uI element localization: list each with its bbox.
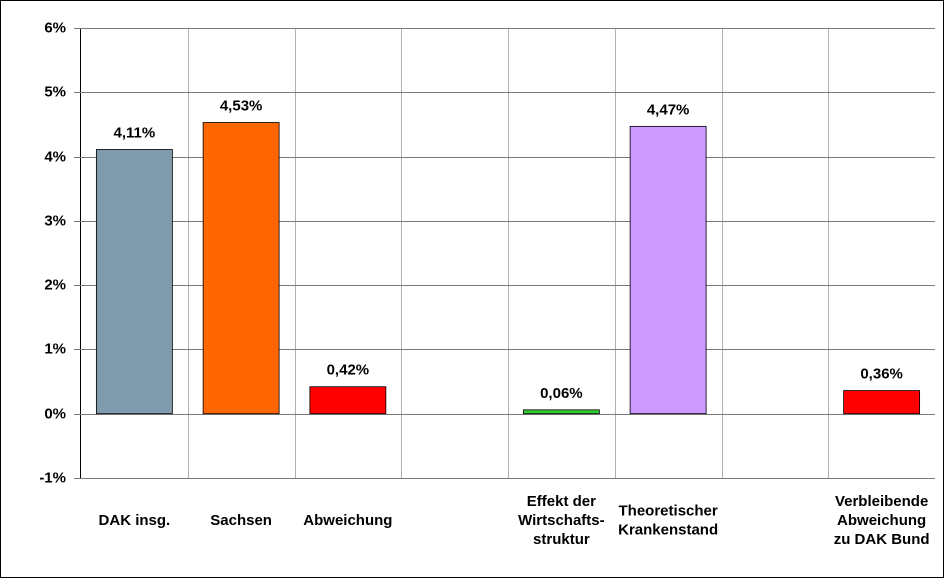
y-tick-label: 1% [44,340,66,357]
x-tick-label: Sachsen [210,512,272,529]
y-tick-label: 5% [44,83,66,100]
y-tick-label: 6% [44,19,66,36]
bar [95,149,173,415]
value-label: 4,11% [114,124,156,141]
y-tick-label: 4% [44,148,66,165]
x-tick-label: DAK insg. [99,512,171,529]
value-label: 0,36% [860,366,903,383]
bar [522,409,600,415]
x-tick-label: Verbleibende Abweichung zu DAK Bund [834,493,930,548]
y-tick-label: -1% [39,469,66,486]
y-tick-label: 2% [44,276,66,293]
value-label: 0,06% [540,385,583,402]
y-tick-label: 3% [44,212,66,229]
x-tick-label: Abweichung [303,512,392,529]
bar [629,125,707,415]
bar [309,386,387,415]
bar [843,390,921,415]
x-tick-label: Effekt der Wirtschafts-struktur [518,493,605,548]
bar [202,122,280,415]
value-label: 0,42% [327,362,370,379]
x-tick-label: Theoretischer Krankenstand [618,502,718,538]
value-label: 4,47% [647,101,690,118]
value-label: 4,53% [220,97,263,114]
y-tick-label: 0% [44,405,66,422]
